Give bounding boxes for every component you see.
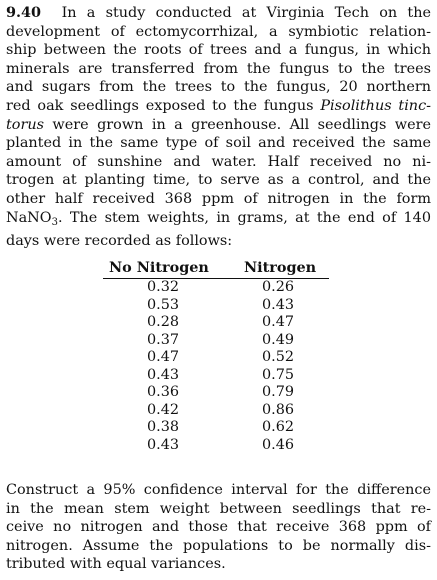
table-row: 0.37 0.49	[103, 332, 329, 350]
table-cell: 0.86	[262, 401, 295, 418]
text-line: and sugars from the trees to the fungus,…	[6, 79, 431, 96]
table-cell: 0.28	[147, 314, 180, 330]
text-line: tributed with equal variances.	[6, 556, 226, 573]
text-line: Construct a 95% confidence interval for …	[6, 482, 431, 498]
problem-statement: 9.40 In a study conducted at Virginia Te…	[6, 4, 431, 251]
text-line: minerals are transferred from the fungus…	[6, 60, 431, 77]
text-line: torus were grown in a greenhouse. All se…	[6, 116, 432, 133]
table-row: 0.43 0.46	[103, 437, 329, 455]
table-row: 0.36 0.79	[103, 384, 329, 402]
text-line: red oak seedlings exposed to the fungus …	[6, 97, 431, 114]
table-row: 0.42 0.86	[103, 402, 329, 420]
table-row: 0.47 0.52	[103, 349, 329, 367]
text-line: days were recorded as follows:	[6, 233, 233, 250]
species-name: torus	[6, 116, 44, 133]
table-row: 0.28 0.47	[103, 314, 329, 332]
text-line: in the mean stem weight between seedling…	[6, 500, 431, 517]
column-header-no-nitrogen: No Nitrogen	[109, 259, 209, 276]
text-line: ship between the roots of trees and a fu…	[6, 42, 431, 59]
table-cell: 0.42	[147, 401, 180, 418]
problem-number: 9.40	[6, 4, 42, 21]
table-cell: 0.37	[147, 331, 180, 348]
table-cell: 0.52	[262, 349, 295, 365]
table-cell: 0.53	[147, 296, 180, 313]
text-line: ceive no nitrogen and those that receive…	[6, 519, 431, 536]
text-line: amount of sunshine and water. Half recei…	[6, 153, 431, 170]
species-name: Pisolithus tinc-	[320, 97, 431, 114]
table-cell: 0.43	[262, 296, 295, 313]
problem-question: Construct a 95% confidence interval for …	[6, 481, 431, 574]
table-header: No Nitrogen Nitrogen	[103, 258, 329, 279]
table-cell: 0.47	[147, 349, 180, 365]
table-cell: 0.36	[147, 384, 180, 400]
table-row: 0.32 0.26	[103, 279, 329, 297]
text-line: trogen at planting time, to serve as a c…	[6, 172, 431, 189]
text-line: development of ectomycorrhizal, a symbio…	[6, 23, 431, 40]
stem-weight-table: No Nitrogen Nitrogen 0.32 0.26 0.53 0.43 0…	[103, 258, 329, 454]
table-cell: 0.32	[147, 279, 180, 295]
table-row: 0.53 0.43	[103, 297, 329, 315]
text-line: NaNO3. The stem weights, in grams, at th…	[6, 209, 431, 228]
text-line: other half received 368 ppm of nitrogen …	[6, 190, 431, 207]
table-cell: 0.26	[262, 279, 295, 295]
table-cell: 0.46	[262, 436, 295, 453]
table-cell: 0.38	[147, 419, 180, 435]
table-row: 0.43 0.75	[103, 367, 329, 385]
table-cell: 0.62	[262, 419, 295, 435]
table-cell: 0.79	[262, 384, 295, 400]
text-line: 9.40 In a study conducted at Virginia Te…	[6, 4, 431, 21]
table-cell: 0.49	[262, 331, 295, 348]
table-cell: 0.75	[262, 366, 295, 383]
chemical-formula: NaNO3	[6, 209, 58, 228]
text-line: planted in the same type of soil and rec…	[6, 135, 431, 152]
table-row: 0.38 0.62	[103, 419, 329, 437]
column-header-nitrogen: Nitrogen	[244, 259, 317, 276]
table-cell: 0.47	[262, 314, 295, 330]
text-line: nitrogen. Assume the populations to be n…	[6, 537, 431, 554]
table-cell: 0.43	[147, 436, 180, 453]
table-cell: 0.43	[147, 366, 180, 383]
